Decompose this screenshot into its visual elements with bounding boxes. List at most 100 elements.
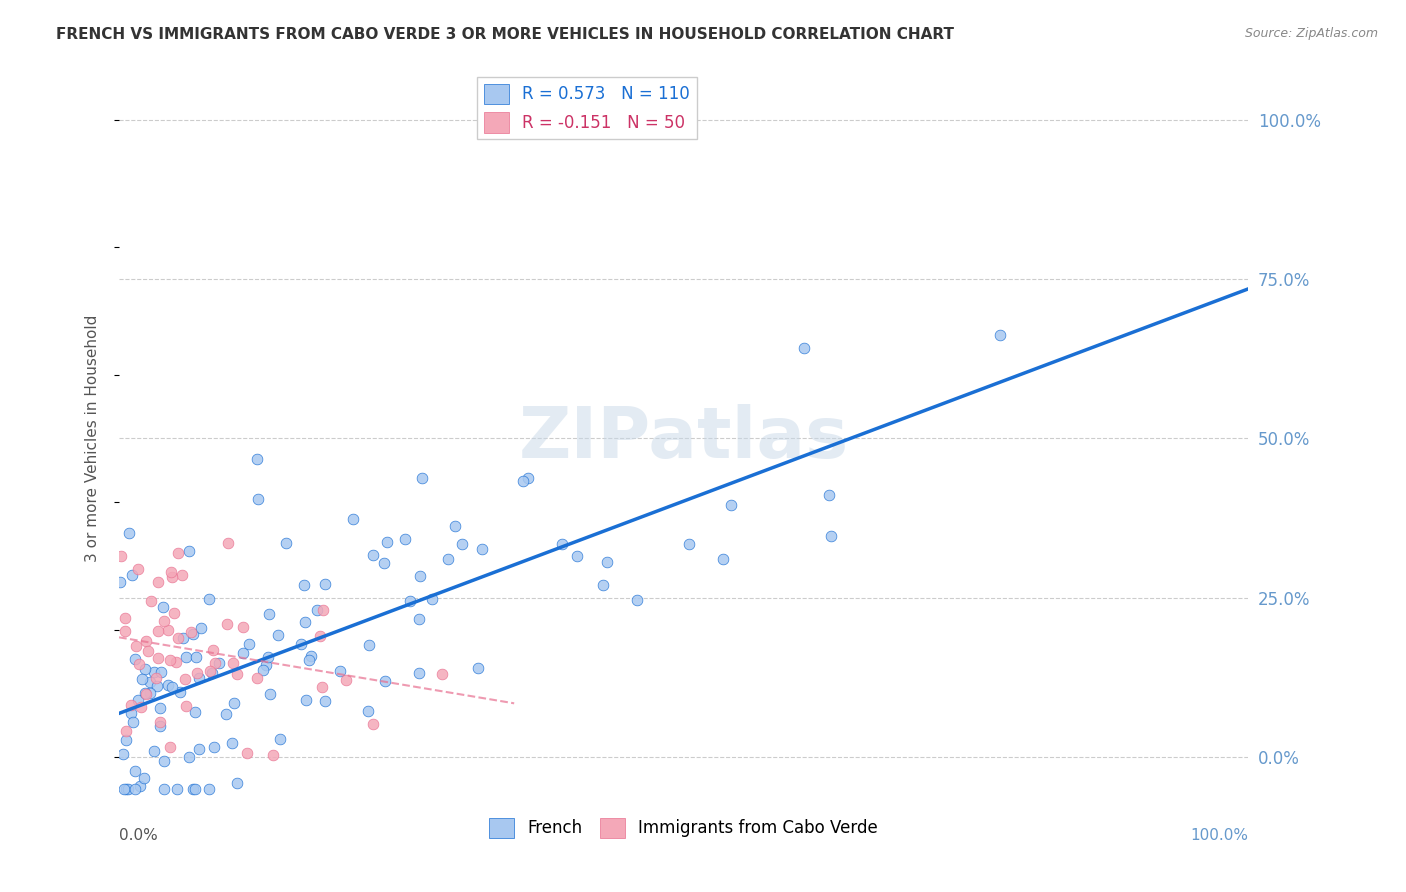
French: [188, 742, 211, 756]
French: [149, 665, 172, 679]
French: [121, 715, 143, 730]
French: [314, 693, 336, 707]
Text: 100.0%: 100.0%: [1189, 828, 1249, 843]
Immigrants from Cabo Verde: [180, 624, 202, 639]
French: [166, 782, 188, 797]
French: [184, 705, 207, 719]
French: [307, 603, 329, 617]
Immigrants from Cabo Verde: [204, 656, 226, 670]
French: [160, 680, 183, 694]
French: [678, 537, 700, 551]
French: [394, 532, 416, 546]
French: [221, 736, 243, 750]
Text: Source: ZipAtlas.com: Source: ZipAtlas.com: [1244, 27, 1378, 40]
French: [152, 599, 174, 614]
Immigrants from Cabo Verde: [217, 536, 239, 550]
Immigrants from Cabo Verde: [148, 574, 170, 589]
French: [314, 576, 336, 591]
Immigrants from Cabo Verde: [361, 717, 384, 731]
French: [112, 747, 135, 761]
French: [134, 662, 156, 676]
French: [252, 663, 274, 677]
French: [342, 512, 364, 526]
French: [259, 687, 281, 701]
French: [793, 341, 815, 355]
French: [181, 626, 204, 640]
Immigrants from Cabo Verde: [159, 740, 181, 755]
French: [626, 593, 648, 607]
French: [208, 657, 231, 671]
Immigrants from Cabo Verde: [156, 623, 179, 637]
French: [184, 782, 207, 797]
French: [131, 672, 153, 686]
French: [357, 704, 380, 718]
French: [467, 661, 489, 675]
French: [222, 696, 245, 710]
Immigrants from Cabo Verde: [201, 643, 224, 657]
Immigrants from Cabo Verde: [162, 570, 184, 584]
French: [295, 693, 318, 707]
French: [114, 732, 136, 747]
French: [565, 549, 588, 564]
Immigrants from Cabo Verde: [198, 664, 221, 678]
Immigrants from Cabo Verde: [311, 680, 333, 694]
Immigrants from Cabo Verde: [176, 698, 198, 713]
French: [115, 782, 138, 797]
French: [259, 607, 281, 621]
French: [124, 651, 146, 665]
Immigrants from Cabo Verde: [165, 655, 187, 669]
French: [127, 693, 149, 707]
Immigrants from Cabo Verde: [114, 611, 136, 625]
French: [124, 764, 146, 778]
Immigrants from Cabo Verde: [134, 634, 156, 648]
Immigrants from Cabo Verde: [114, 723, 136, 738]
French: [374, 673, 396, 688]
French: [120, 706, 142, 720]
Immigrants from Cabo Verde: [246, 671, 269, 685]
French: [409, 568, 432, 582]
French: [551, 536, 574, 550]
French: [294, 615, 316, 629]
French: [411, 471, 433, 485]
French: [512, 474, 534, 488]
French: [373, 556, 395, 570]
French: [179, 544, 201, 558]
Immigrants from Cabo Verde: [136, 644, 159, 658]
French: [820, 529, 842, 543]
Immigrants from Cabo Verde: [335, 673, 357, 687]
French: [201, 665, 224, 680]
French: [443, 518, 465, 533]
French: [146, 679, 169, 693]
Immigrants from Cabo Verde: [149, 714, 172, 729]
French: [153, 754, 176, 768]
French: [112, 782, 135, 797]
French: [142, 744, 165, 758]
Immigrants from Cabo Verde: [125, 639, 148, 653]
French: [290, 637, 312, 651]
French: [149, 719, 172, 733]
Immigrants from Cabo Verde: [139, 594, 162, 608]
French: [329, 664, 352, 678]
French: [174, 650, 197, 665]
French: [375, 535, 398, 549]
Immigrants from Cabo Verde: [232, 620, 254, 634]
French: [124, 782, 146, 797]
French: [202, 739, 225, 754]
French: [118, 525, 141, 540]
French: [226, 776, 249, 790]
French: [299, 649, 322, 664]
French: [267, 628, 290, 642]
French: [169, 685, 191, 699]
Immigrants from Cabo Verde: [173, 672, 195, 686]
Immigrants from Cabo Verde: [262, 748, 284, 763]
French: [269, 731, 291, 746]
French: [232, 646, 254, 660]
Immigrants from Cabo Verde: [311, 603, 333, 617]
Immigrants from Cabo Verde: [160, 565, 183, 579]
Immigrants from Cabo Verde: [167, 546, 190, 560]
French: [246, 451, 269, 466]
French: [156, 678, 179, 692]
French: [132, 771, 155, 785]
Immigrants from Cabo Verde: [120, 698, 142, 712]
French: [592, 578, 614, 592]
